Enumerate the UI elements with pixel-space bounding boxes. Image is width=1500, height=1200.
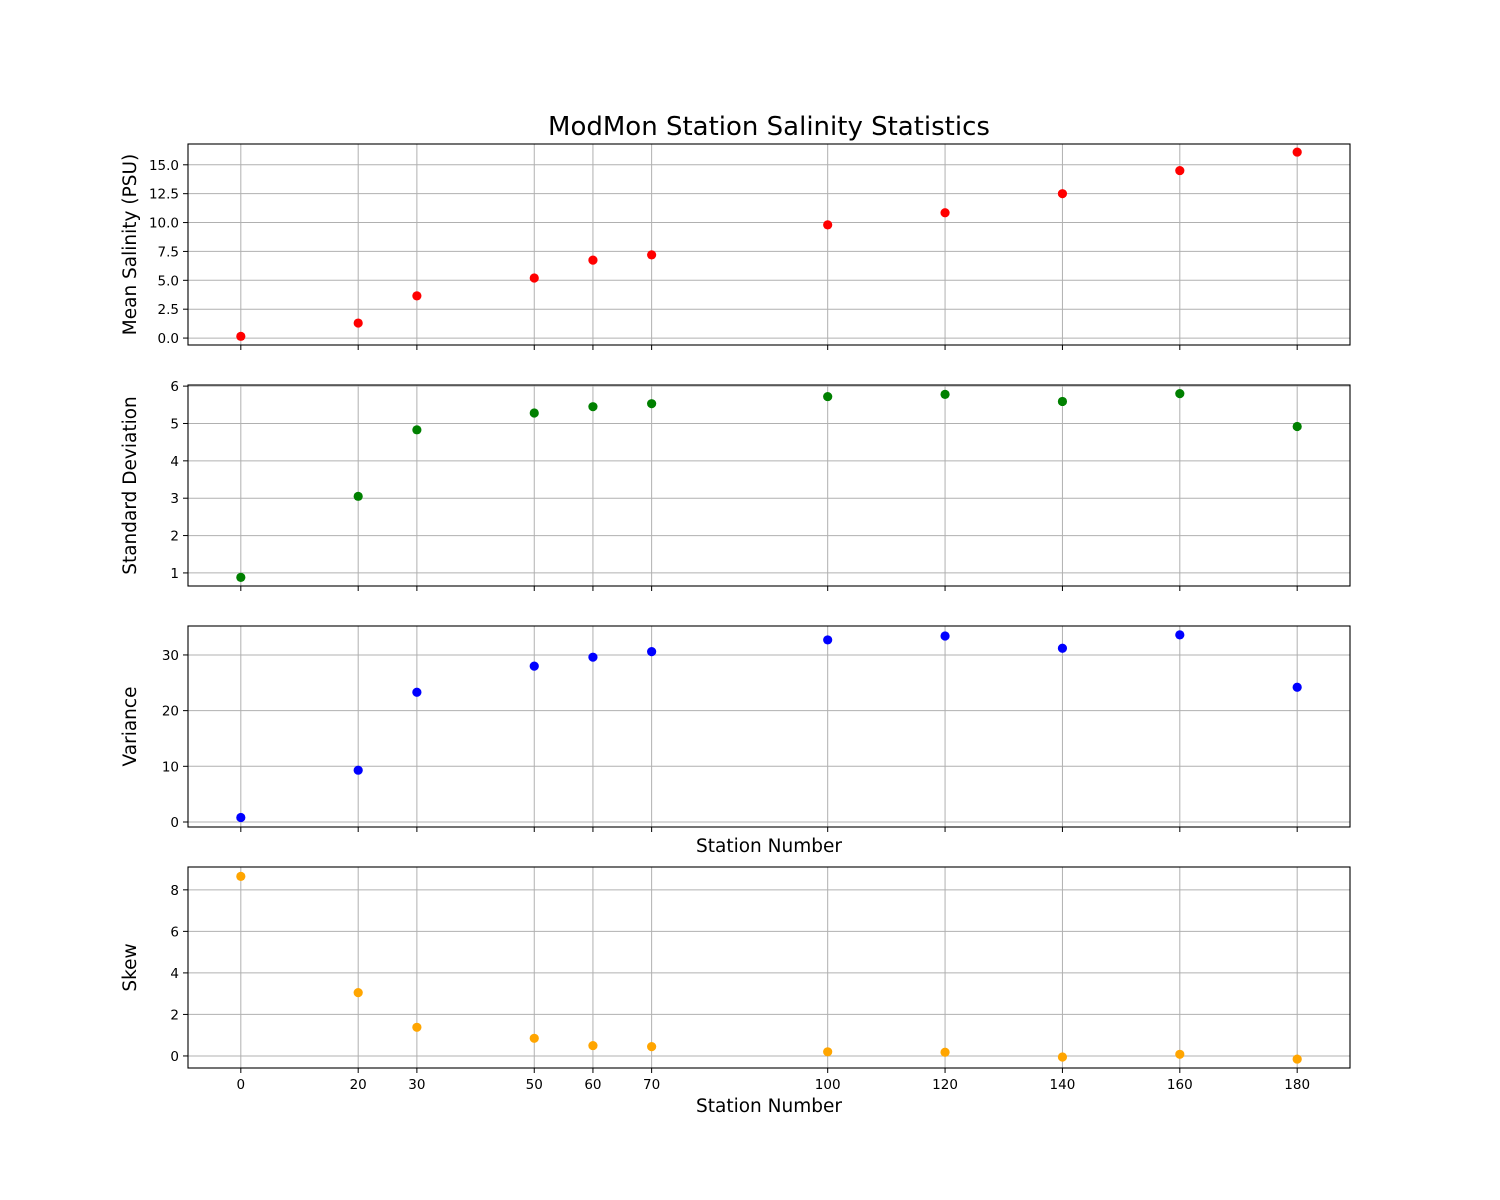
std-data-point [1057,396,1068,407]
variance-x-axis-label: Station Number [696,836,842,857]
skew-axes-frame [187,866,1351,1069]
variance-data-point [588,652,598,662]
mean-y-tick-label: 15.0 [149,158,179,174]
std-data-point [412,425,422,435]
variance-y-tick-label: 0 [170,815,179,831]
std-axes-frame [187,384,1351,587]
std-data-point [529,408,539,418]
mean-data-point [236,331,246,341]
skew-x-axis-label: Station Number [696,1096,842,1117]
skew-y-tick-label: 4 [170,966,179,982]
chart-title: ModMon Station Salinity Statistics [548,112,990,142]
skew-data-point [1175,1049,1185,1059]
std-y-tick-label: 2 [170,529,179,545]
mean-data-point [1057,189,1068,199]
mean-data-point [940,208,950,218]
skew-data-point [353,988,363,998]
x-tick-label: 100 [815,1077,841,1093]
variance-data-point [412,687,422,697]
variance-data-point [1057,643,1068,653]
mean-data-point [353,318,363,328]
mean-data-point [1292,147,1302,157]
variance-data-point [647,647,657,657]
skew-y-tick-label: 2 [170,1007,179,1023]
variance-data-point [236,812,246,823]
std-data-point [823,391,833,402]
std-y-tick-label: 3 [170,491,179,507]
skew-data-point [529,1033,539,1043]
x-tick-label: 160 [1167,1077,1193,1093]
skew-data-point [588,1040,598,1051]
subplot-std: 1 2 3 4 5 6 Standard Deviation [120,379,1351,591]
std-data-point [1175,388,1185,399]
mean-data-point [412,291,422,301]
mean-y-tick-label: 5.0 [158,273,179,289]
skew-y-tick-label: 6 [170,924,179,940]
skew-data-point [412,1022,422,1032]
std-data-point [940,389,950,399]
variance-y-tick-label: 20 [162,704,179,720]
subplot-skew: 0 2 4 6 8 Skew 0 20 30 50 60 70 100 120 140 160 180 Stati… [120,866,1351,1117]
std-data-point [647,399,657,409]
mean-data-point [823,220,833,230]
std-y-axis-label: Standard Deviation [120,396,141,575]
variance-data-point [353,765,363,775]
mean-data-point [647,250,657,260]
mean-y-axis-label: Mean Salinity (PSU) [120,154,141,335]
subplots-container: 0.0 2.5 5.0 7.5 10.0 12.5 15.0 Mean Salinity (P… [120,143,1351,1117]
mean-y-tick-label: 12.5 [149,187,179,203]
variance-data-point [529,661,539,671]
skew-data-point [1292,1054,1302,1064]
x-tick-label: 140 [1050,1077,1076,1093]
std-y-tick-label: 5 [170,416,179,432]
std-data-point [1292,421,1302,432]
mean-axes-frame [187,143,1351,346]
mean-data-point [588,255,598,265]
x-tick-label: 120 [932,1077,958,1093]
x-tick-label: 0 [237,1077,246,1093]
subplot-variance: 0 10 20 30 Variance Station Number [120,625,1351,857]
std-data-point [353,491,363,501]
skew-y-tick-label: 8 [170,883,179,899]
std-y-tick-label: 4 [170,454,179,470]
std-y-tick-label: 6 [170,379,179,395]
skew-y-axis-label: Skew [120,943,141,991]
variance-data-point [823,635,833,645]
skew-data-point [647,1042,657,1052]
x-tick-label: 180 [1284,1077,1310,1093]
mean-data-point [1175,165,1185,176]
x-tick-label: 30 [408,1077,425,1093]
variance-y-axis-label: Variance [120,687,141,767]
x-tick-label: 50 [526,1077,543,1093]
mean-y-tick-label: 10.0 [149,216,179,232]
subplot-mean: 0.0 2.5 5.0 7.5 10.0 12.5 15.0 Mean Salinity (P… [120,143,1351,350]
skew-data-point [940,1047,950,1057]
skew-data-point [823,1047,833,1057]
x-tick-label: 70 [643,1077,660,1093]
mean-y-tick-label: 7.5 [158,244,179,260]
variance-data-point [1292,682,1302,692]
variance-y-tick-label: 10 [162,759,179,775]
variance-y-tick-label: 30 [162,648,179,664]
std-y-tick-label: 1 [170,566,179,582]
x-tick-label: 20 [350,1077,367,1093]
skew-data-point [1057,1052,1068,1062]
std-data-point [236,572,246,583]
variance-axes-frame [187,625,1351,828]
skew-y-tick-label: 0 [170,1049,179,1065]
x-tick-label: 60 [584,1077,601,1093]
std-data-point [588,402,598,412]
variance-data-point [940,631,950,641]
skew-data-point [236,871,246,881]
variance-data-point [1175,630,1185,640]
mean-y-tick-label: 2.5 [158,302,179,318]
mean-data-point [529,273,539,283]
mean-y-tick-label: 0.0 [158,331,179,347]
